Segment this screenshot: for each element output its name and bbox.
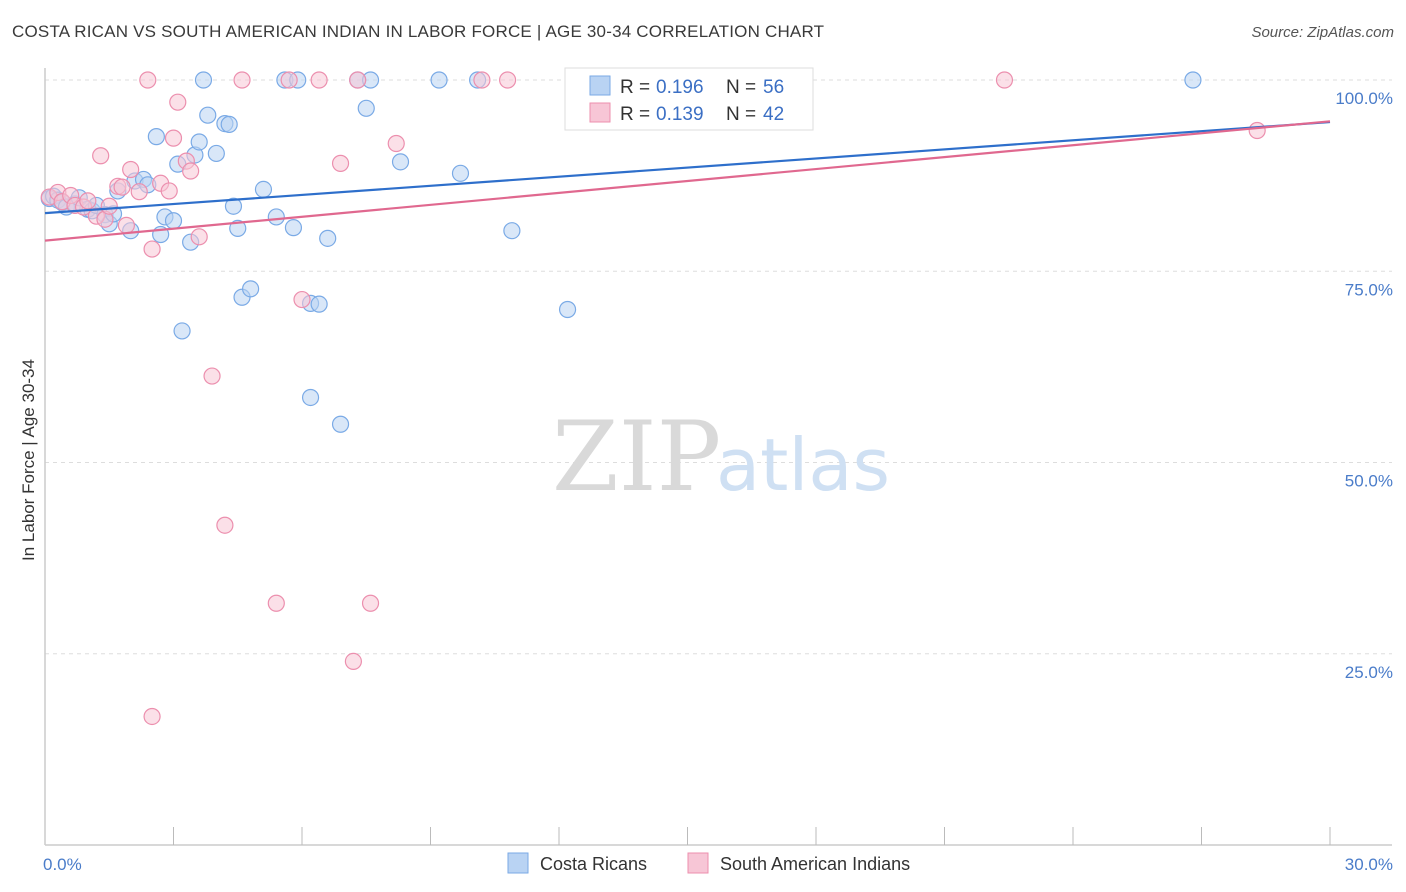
point-south-american-indian: [216, 516, 234, 534]
watermark-zip: ZIP: [552, 401, 721, 513]
point-costa-rican: [391, 153, 410, 171]
legend-r-label-2: R =: [620, 104, 650, 125]
point-costa-rican: [357, 99, 375, 117]
legend-swatch-blue: [589, 75, 611, 96]
point-costa-rican: [194, 71, 213, 89]
point-costa-rican: [319, 229, 337, 247]
legend-n-value-1: 56: [763, 77, 784, 98]
point-south-american-indian: [113, 178, 131, 196]
point-costa-rican: [451, 164, 470, 182]
point-costa-rican: [1184, 71, 1202, 89]
point-south-american-indian: [310, 71, 328, 89]
y-tick-label: 50.0%: [1345, 472, 1393, 491]
point-costa-rican: [190, 133, 208, 151]
point-south-american-indian: [139, 71, 157, 89]
stats-legend: R = 0.196 N = 56 R = 0.139 N = 42: [564, 67, 814, 131]
point-south-american-indian: [473, 71, 491, 89]
x-tick-label-min: 0.0%: [43, 855, 82, 874]
point-south-american-indian: [92, 147, 110, 165]
legend-r-value-1: 0.196: [656, 77, 704, 98]
point-south-american-indian: [160, 182, 178, 200]
point-costa-rican: [220, 115, 238, 133]
point-south-american-indian: [499, 71, 517, 89]
legend-swatch-pink: [589, 102, 611, 123]
point-costa-rican: [267, 208, 285, 226]
point-costa-rican: [242, 280, 260, 298]
point-south-american-indian: [79, 192, 97, 210]
legend-r-label-1: R =: [620, 77, 650, 98]
source-label: Source: ZipAtlas.com: [1251, 24, 1394, 41]
point-costa-rican: [558, 300, 577, 319]
point-costa-rican: [430, 71, 448, 89]
point-costa-rican: [229, 219, 247, 238]
legend-n-value-2: 42: [763, 104, 784, 125]
series-legend-swatch-south-american-indians: [687, 852, 709, 874]
point-south-american-indian: [331, 154, 350, 172]
point-south-american-indian: [293, 290, 311, 309]
x-tick-label-max: 30.0%: [1345, 855, 1393, 874]
y-tick-label: 25.0%: [1345, 663, 1393, 682]
series-legend-swatch-costa-ricans: [507, 852, 529, 874]
series-legend: Costa Ricans South American Indians: [507, 852, 910, 874]
point-south-american-indian: [143, 707, 161, 726]
y-tick-label: 75.0%: [1345, 280, 1393, 299]
point-costa-rican: [331, 415, 350, 433]
point-south-american-indian: [143, 240, 161, 258]
point-costa-rican: [199, 106, 217, 124]
point-costa-rican: [207, 144, 225, 163]
point-costa-rican: [301, 388, 320, 407]
series-legend-costa-ricans: Costa Ricans: [540, 854, 647, 874]
point-costa-rican: [503, 222, 521, 240]
point-south-american-indian: [349, 71, 367, 89]
watermark-atlas: atlas: [716, 423, 890, 507]
trend-line-south-american-indians: [44, 120, 1331, 242]
chart-title: COSTA RICAN VS SOUTH AMERICAN INDIAN IN …: [12, 22, 825, 41]
point-costa-rican: [254, 180, 273, 198]
point-costa-rican: [284, 219, 303, 237]
point-south-american-indian: [233, 71, 251, 89]
point-south-american-indian: [182, 162, 200, 180]
point-south-american-indian: [100, 197, 118, 215]
point-south-american-indian: [267, 594, 285, 612]
legend-n-label-2: N =: [726, 104, 756, 125]
point-south-american-indian: [361, 594, 380, 612]
point-south-american-indian: [169, 93, 187, 111]
legend-r-value-2: 0.139: [656, 104, 704, 125]
point-south-american-indian: [280, 71, 298, 89]
point-costa-rican: [224, 197, 243, 215]
point-south-american-indian: [203, 367, 221, 385]
y-tick-label: 100.0%: [1335, 89, 1393, 108]
data-points: [40, 71, 1266, 726]
point-south-american-indian: [130, 183, 148, 201]
point-costa-rican: [147, 128, 165, 146]
y-axis-title: In Labor Force | Age 30-34: [19, 359, 38, 561]
point-south-american-indian: [164, 129, 183, 147]
series-legend-south-american-indians: South American Indians: [720, 854, 910, 874]
point-south-american-indian: [190, 228, 208, 246]
point-costa-rican: [164, 212, 183, 230]
point-south-american-indian: [1248, 121, 1266, 140]
trend-line-costa-ricans: [44, 120, 1331, 215]
tick-labels: 100.0% 75.0% 50.0% 25.0% 0.0% 30.0%: [43, 89, 1393, 874]
point-costa-rican: [310, 295, 328, 313]
point-costa-rican: [173, 322, 191, 340]
point-south-american-indian: [995, 71, 1014, 89]
legend-n-label-1: N =: [726, 77, 756, 98]
point-south-american-indian: [387, 134, 405, 153]
point-south-american-indian: [344, 652, 362, 671]
point-south-american-indian: [122, 160, 140, 179]
trend-lines: [44, 120, 1331, 242]
point-south-american-indian: [117, 216, 135, 234]
